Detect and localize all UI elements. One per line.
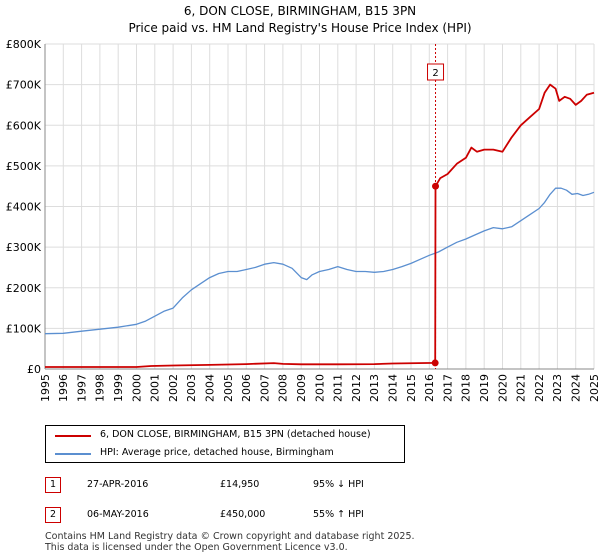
transaction-date: 06-MAY-2016	[87, 509, 149, 520]
transaction-price: £450,000	[220, 509, 266, 520]
x-tick-label: 2007	[258, 374, 271, 402]
x-tick-label: 2001	[149, 374, 162, 402]
y-tick-label: £800K	[6, 38, 42, 51]
x-tick-label: 2005	[222, 374, 235, 402]
x-tick-label: 2002	[167, 374, 180, 402]
legend: 6, DON CLOSE, BIRMINGHAM, B15 3PN (detac…	[45, 425, 405, 463]
x-tick-label: 2010	[313, 374, 326, 402]
x-tick-label: 2024	[570, 374, 583, 402]
x-tick-label: 2000	[130, 374, 143, 402]
x-tick-label: 2015	[405, 374, 418, 402]
legend-item-property: 6, DON CLOSE, BIRMINGHAM, B15 3PN (detac…	[46, 427, 404, 445]
x-tick-label: 1997	[75, 374, 88, 402]
annotation-label: 2	[432, 68, 438, 79]
x-tick-label: 2019	[478, 374, 491, 402]
x-tick-label: 2018	[460, 374, 473, 402]
x-tick-label: 2025	[588, 374, 600, 402]
transaction-badge: 2	[45, 507, 61, 523]
x-tick-label: 2004	[204, 374, 217, 402]
footer-licence: This data is licensed under the Open Gov…	[45, 542, 348, 553]
x-tick-label: 2003	[185, 374, 198, 402]
x-tick-label: 1999	[112, 374, 125, 402]
x-tick-label: 2014	[387, 374, 400, 402]
x-tick-label: 2021	[515, 374, 528, 402]
x-tick-label: 1995	[39, 374, 52, 402]
legend-swatch-hpi	[55, 453, 91, 455]
legend-label-hpi: HPI: Average price, detached house, Birm…	[100, 447, 334, 458]
x-tick-label: 1998	[94, 374, 107, 402]
sale-point-marker	[431, 359, 439, 367]
x-tick-label: 2011	[332, 374, 345, 402]
x-tick-label: 2013	[368, 374, 381, 402]
y-tick-label: £100K	[6, 322, 42, 335]
y-tick-label: £0	[27, 363, 41, 376]
x-tick-label: 2008	[277, 374, 290, 402]
price-chart: £0 £100K £200K £300K £400K £500K £600K £700K £80…	[6, 38, 600, 402]
series-line-hpi	[44, 187, 595, 335]
y-tick-label: £700K	[6, 79, 42, 92]
sale-point-marker	[432, 182, 440, 190]
chart-title: 6, DON CLOSE, BIRMINGHAM, B15 3PN	[183, 4, 417, 18]
transaction-hpi: 55% ↑ HPI	[313, 509, 364, 520]
transaction-hpi: 95% ↓ HPI	[313, 479, 364, 490]
y-tick-label: £300K	[6, 241, 42, 254]
x-tick-label: 2023	[551, 374, 564, 402]
annotation-box	[427, 63, 445, 81]
transaction-badge: 1	[45, 477, 61, 493]
x-tick-label: 2016	[423, 374, 436, 402]
x-tick-label: 2017	[441, 374, 454, 402]
y-tick-label: £200K	[6, 282, 42, 295]
transaction-price: £14,950	[220, 479, 260, 490]
x-tick-label: 2020	[496, 374, 509, 402]
y-tick-label: £500K	[6, 160, 42, 173]
transaction-date: 27-APR-2016	[87, 479, 149, 490]
x-tick-label: 1996	[57, 374, 70, 402]
legend-item-hpi: HPI: Average price, detached house, Birm…	[46, 445, 404, 463]
x-tick-label: 2012	[350, 374, 363, 402]
x-tick-label: 2009	[295, 374, 308, 402]
legend-swatch-property	[55, 435, 91, 437]
series-line-property	[45, 83, 595, 368]
y-tick-label: £400K	[6, 201, 42, 214]
footer-copyright: Contains HM Land Registry data © Crown c…	[45, 531, 415, 542]
y-tick-label: £600K	[6, 119, 42, 132]
chart-subtitle: Price paid vs. HM Land Registry's House …	[128, 21, 472, 35]
x-tick-label: 2022	[533, 374, 546, 402]
legend-label-property: 6, DON CLOSE, BIRMINGHAM, B15 3PN (detac…	[100, 429, 371, 440]
x-tick-label: 2006	[240, 374, 253, 402]
